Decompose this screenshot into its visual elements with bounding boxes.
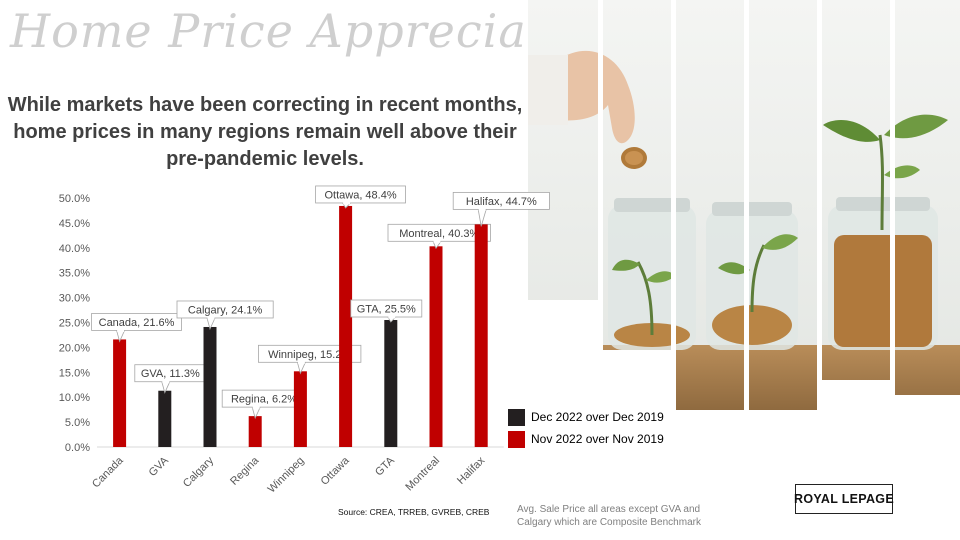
bar-ottawa bbox=[339, 205, 353, 447]
y-tick-label: 10.0% bbox=[59, 392, 90, 404]
y-tick-label: 35.0% bbox=[59, 268, 90, 280]
slide-subtitle: While markets have been correcting in re… bbox=[0, 92, 530, 173]
x-tick-label: Ottawa bbox=[319, 454, 353, 488]
royal-lepage-logo: ROYAL LEPAGE bbox=[794, 484, 894, 514]
data-label-joint bbox=[207, 316, 215, 320]
y-tick-label: 30.0% bbox=[59, 293, 90, 305]
data-label: Montreal, 40.3% bbox=[399, 228, 479, 240]
x-tick-label: GTA bbox=[373, 454, 397, 478]
x-tick-label: Montreal bbox=[403, 455, 442, 494]
note-line-1: Avg. Sale Price all areas except GVA and bbox=[517, 504, 701, 515]
note-line-2: Calgary which are Composite Benchmark bbox=[517, 517, 701, 528]
data-label-joint bbox=[433, 239, 441, 243]
bar-regina bbox=[248, 416, 262, 447]
data-label-box bbox=[350, 299, 423, 318]
data-label-box bbox=[91, 313, 182, 331]
y-tick-label: 25.0% bbox=[59, 318, 90, 330]
legend-swatch-dark bbox=[508, 408, 525, 426]
data-label-joint bbox=[117, 328, 125, 332]
x-tick-label: Halifax bbox=[455, 454, 488, 487]
data-label: Calgary, 24.1% bbox=[188, 304, 263, 316]
y-tick-label: 5.0% bbox=[65, 417, 90, 429]
bar-gva bbox=[158, 390, 172, 447]
legend-item-dec: Dec 2022 over Dec 2019 bbox=[508, 406, 664, 428]
data-label-joint bbox=[388, 315, 396, 319]
source-note: Source: CREA, TRREB, GVREB, CREB bbox=[338, 507, 490, 517]
subtitle-line-3: pre-pandemic levels. bbox=[166, 148, 364, 170]
y-tick-label: 20.0% bbox=[59, 342, 90, 354]
y-tick-label: 50.0% bbox=[59, 193, 90, 205]
x-tick-label: Calgary bbox=[181, 454, 217, 490]
y-tick-label: 45.0% bbox=[59, 218, 90, 230]
x-tick-label: Canada bbox=[90, 454, 126, 490]
bar-halifax bbox=[474, 224, 488, 447]
x-tick-label: Winnipeg bbox=[266, 455, 307, 496]
legend-label-nov: Nov 2022 over Nov 2019 bbox=[531, 432, 664, 446]
data-label-joint bbox=[252, 405, 260, 409]
subtitle-line-1: While markets have been correcting in re… bbox=[7, 94, 523, 116]
bar-winnipeg bbox=[293, 371, 307, 447]
data-label-box bbox=[452, 191, 550, 210]
data-label: Halifax, 44.7% bbox=[466, 196, 537, 208]
data-label-joint bbox=[297, 360, 305, 364]
y-tick-label: 15.0% bbox=[59, 367, 90, 379]
bar-calgary bbox=[203, 326, 217, 447]
legend-item-nov: Nov 2022 over Nov 2019 bbox=[508, 428, 664, 450]
bar-montreal bbox=[429, 246, 443, 447]
data-label: Canada, 21.6% bbox=[99, 317, 175, 329]
x-tick-label: GVA bbox=[147, 454, 172, 479]
legend-swatch-red bbox=[508, 430, 525, 448]
bar-canada bbox=[113, 339, 127, 447]
data-label: GVA, 11.3% bbox=[141, 368, 200, 380]
data-label: GTA, 25.5% bbox=[357, 304, 416, 316]
bar-gta bbox=[384, 320, 398, 447]
data-label-box bbox=[257, 344, 362, 363]
data-label-box bbox=[176, 300, 274, 319]
subtitle-line-2: home prices in many regions remain well … bbox=[13, 121, 517, 143]
legend-label-dec: Dec 2022 over Dec 2019 bbox=[531, 410, 664, 424]
data-label: Winnipeg, 15.2% bbox=[268, 349, 351, 361]
data-label-joint bbox=[162, 380, 170, 384]
data-label: Ottawa, 48.4% bbox=[324, 189, 396, 201]
logo-text: ROYAL LEPAGE bbox=[794, 492, 894, 506]
y-tick-label: 40.0% bbox=[59, 243, 90, 255]
data-label-box bbox=[315, 185, 406, 204]
coin-jars-photo bbox=[528, 0, 960, 410]
x-tick-label: Regina bbox=[228, 454, 262, 488]
y-tick-label: 0.0% bbox=[65, 442, 90, 454]
data-label-joint bbox=[343, 201, 351, 205]
methodology-note: Avg. Sale Price all areas except GVA and… bbox=[517, 503, 737, 529]
slide-title: Home Price Appreciation bbox=[10, 4, 622, 58]
data-label-pointer bbox=[477, 208, 487, 227]
data-label: Regina, 6.2% bbox=[231, 394, 297, 406]
data-label-joint bbox=[478, 207, 486, 211]
chart-legend: Dec 2022 over Dec 2019 Nov 2022 over Nov… bbox=[508, 406, 664, 450]
